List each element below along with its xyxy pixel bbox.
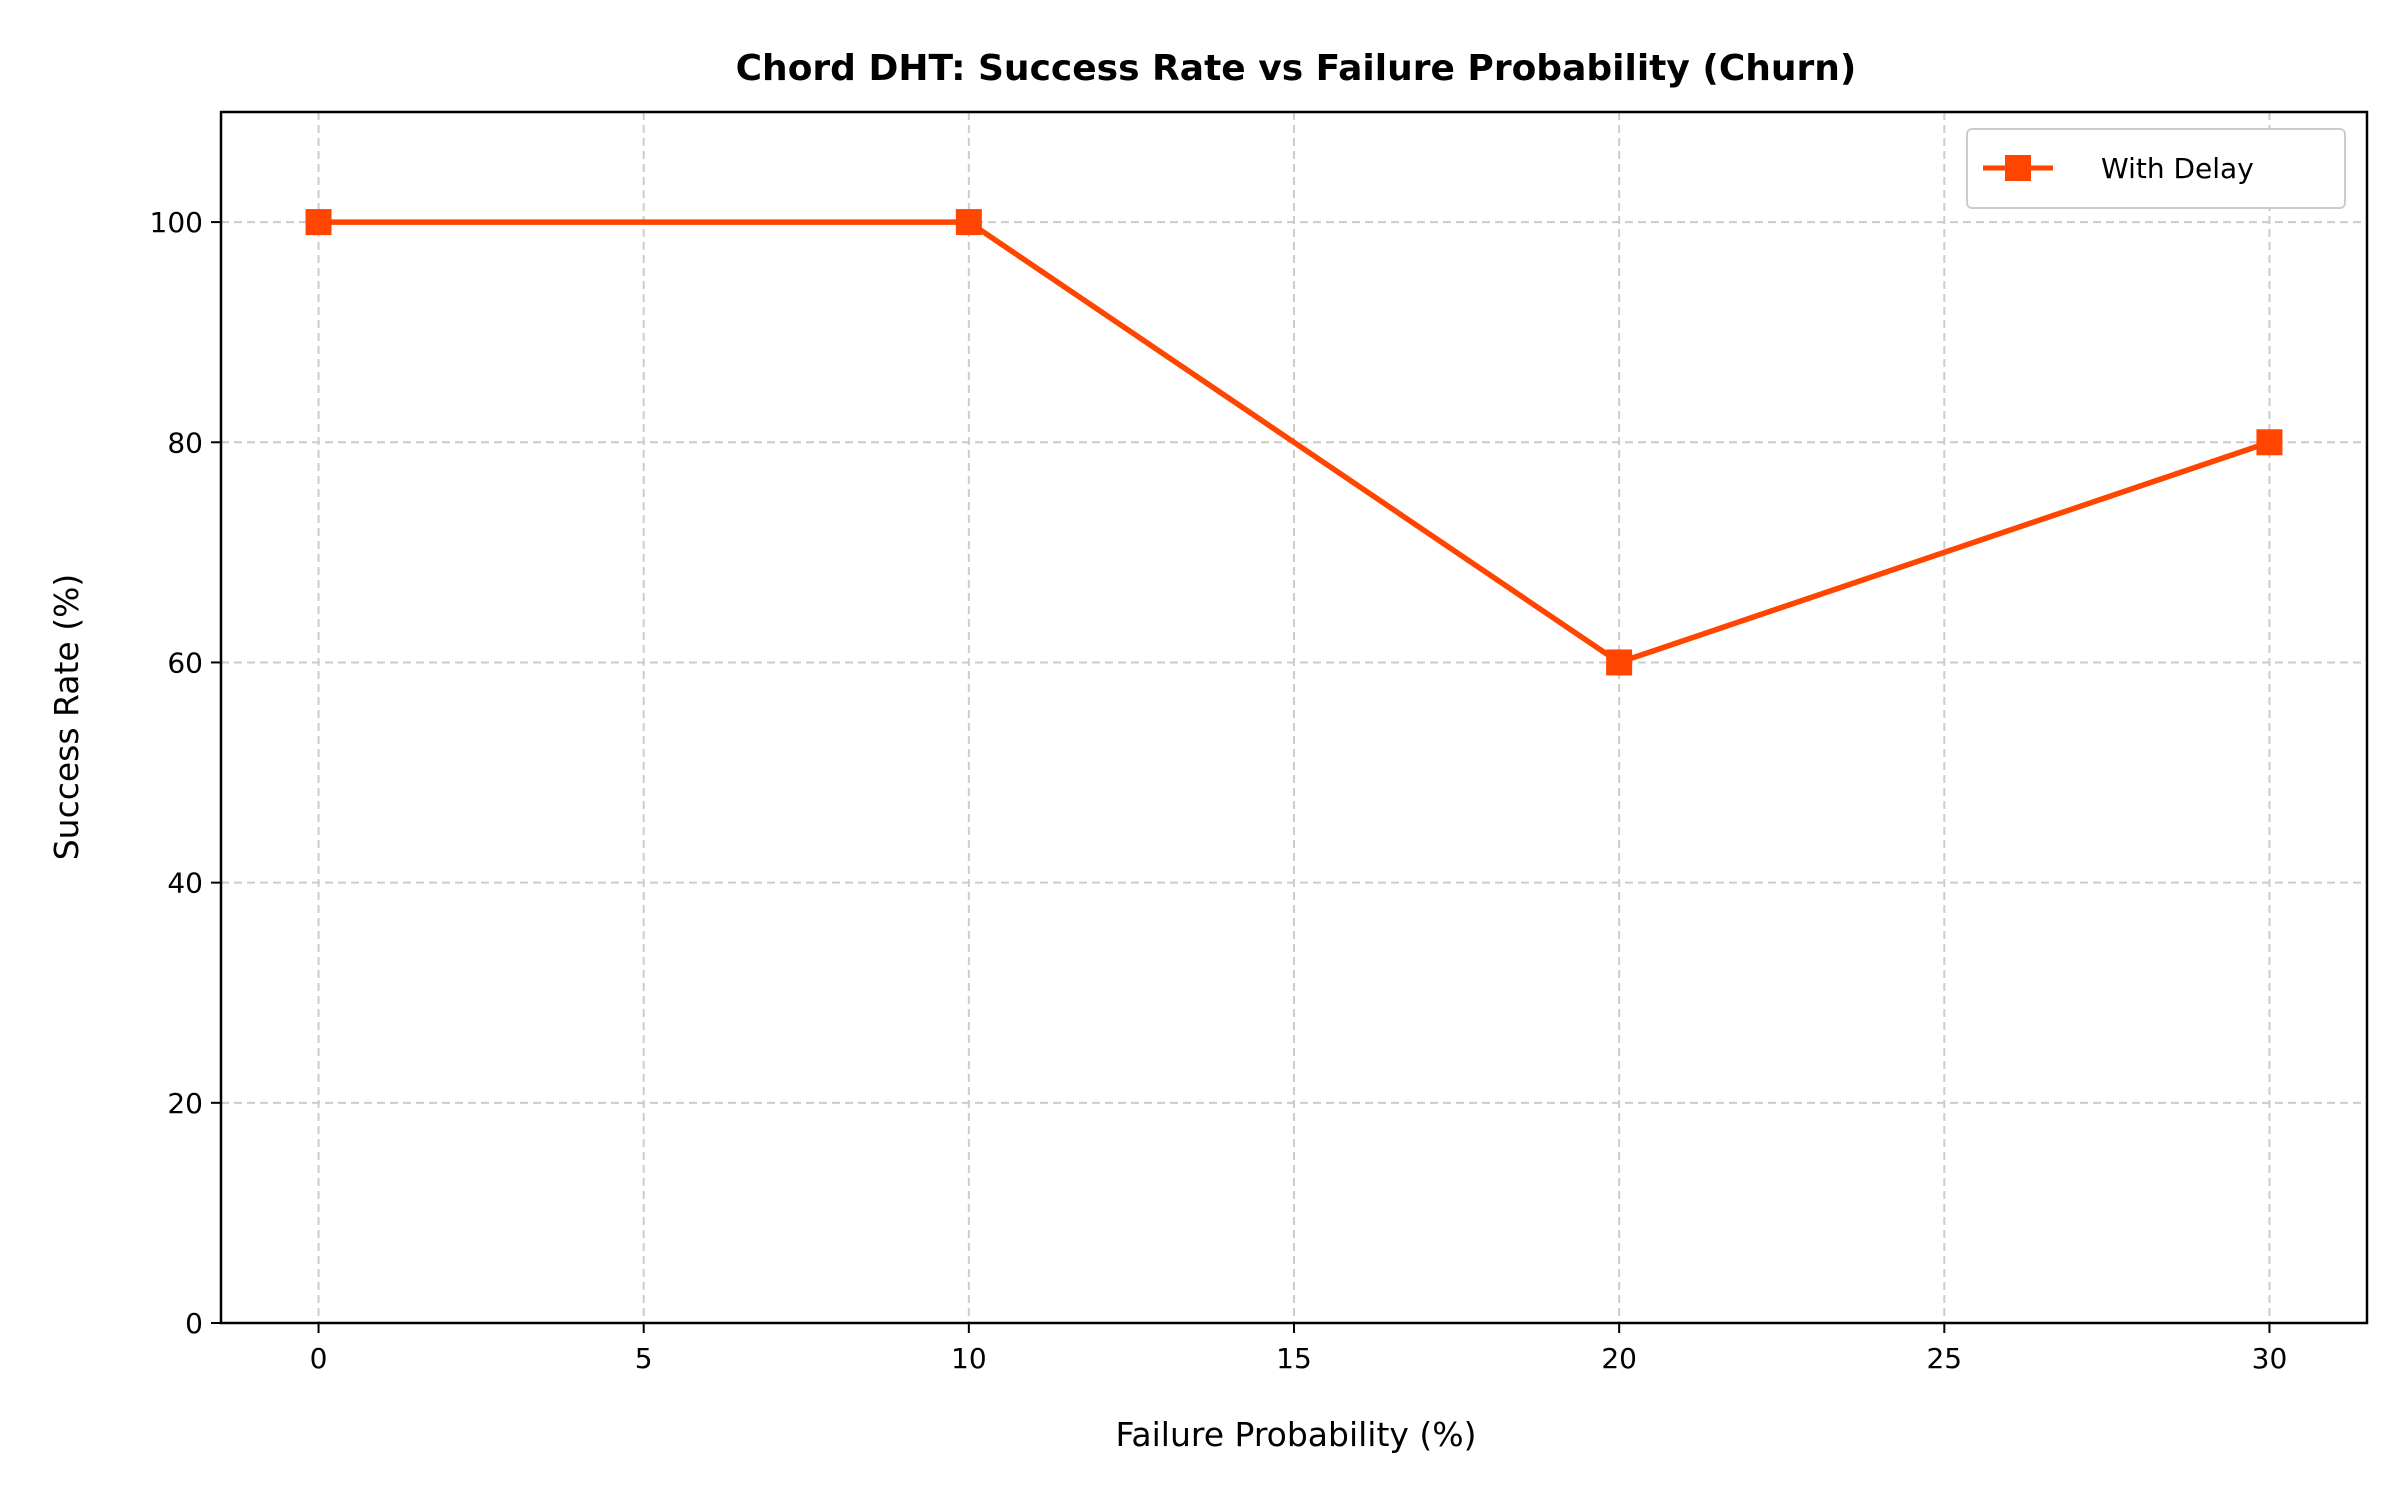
data-point-marker (2256, 429, 2283, 456)
y-tick-label: 60 (167, 646, 203, 679)
x-axis-label: Failure Probability (%) (1115, 1415, 1476, 1454)
series-line (318, 219, 2271, 666)
data-point-marker (955, 209, 982, 236)
x-axis: 0 5 10 15 20 25 30 (310, 1323, 2288, 1375)
data-point-marker (1606, 649, 1633, 676)
y-tick-label: 80 (167, 426, 203, 459)
y-tick-label: 40 (167, 867, 203, 900)
y-tick-label: 100 (150, 206, 203, 239)
chart-title: Chord DHT: Success Rate vs Failure Proba… (736, 48, 1857, 89)
legend: With Delay (1966, 128, 2346, 209)
y-axis-label: Success Rate (%) (47, 574, 86, 861)
series-layer (305, 209, 2283, 676)
y-tick-label: 0 (185, 1307, 203, 1340)
x-tick-label: 25 (1926, 1342, 1962, 1375)
y-tick-label: 20 (167, 1087, 203, 1120)
x-tick-label: 15 (1276, 1342, 1312, 1375)
data-point-marker (305, 209, 332, 236)
legend-marker-swatch (2005, 155, 2031, 181)
y-axis: 0 20 40 60 80 100 (150, 206, 221, 1340)
legend-label: With Delay (2101, 152, 2254, 185)
x-tick-label: 10 (951, 1342, 987, 1375)
x-tick-label: 5 (635, 1342, 653, 1375)
x-tick-label: 20 (1601, 1342, 1637, 1375)
x-tick-label: 0 (310, 1342, 328, 1375)
x-tick-label: 30 (2252, 1342, 2288, 1375)
legend-box (1966, 128, 2346, 209)
